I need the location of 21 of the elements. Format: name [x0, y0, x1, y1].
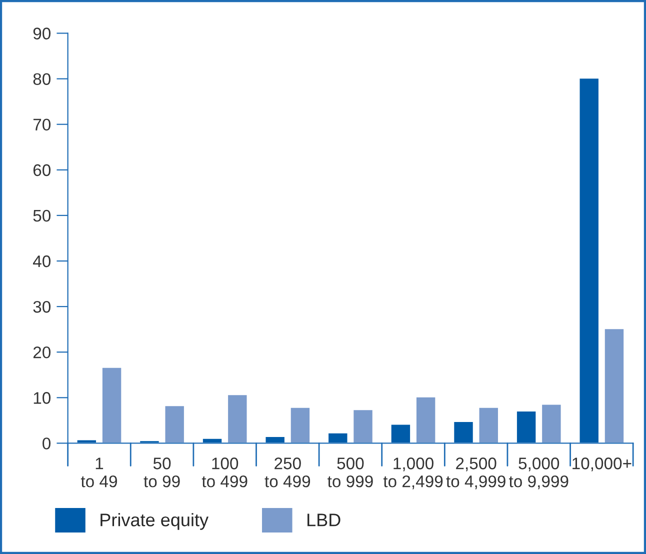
x-tick-label: 250 to 499: [264, 458, 310, 488]
y-tick-label: 10: [34, 392, 51, 404]
legend-label: Private equity: [100, 513, 209, 530]
x-tick-label: 10,000+: [572, 458, 632, 472]
y-tick-label: 0: [42, 438, 51, 450]
legend-label: LBD: [308, 514, 340, 526]
y-tick-label: 40: [33, 255, 51, 268]
y-tick-label: 90: [33, 28, 51, 40]
y-tick-label: 30: [33, 300, 51, 313]
x-tick-label: 1 to 49: [80, 458, 117, 488]
y-tick-label: 50: [33, 210, 51, 222]
x-tick-label: 100 to 499: [202, 458, 248, 488]
x-tick-label: 1,000 to 2,499: [383, 458, 443, 490]
x-tick-label: 5,000 to 9,999: [509, 458, 568, 490]
y-tick-label: 70: [33, 118, 51, 131]
x-tick-label: 2,500 to 4,999: [446, 458, 506, 490]
x-tick-label: 50 to 99: [144, 458, 180, 488]
y-tick-label: 20: [33, 346, 51, 358]
y-tick-label: 80: [33, 73, 51, 85]
y-tick-label: 60: [33, 164, 51, 176]
x-tick-label: 500 to 999: [328, 458, 373, 488]
